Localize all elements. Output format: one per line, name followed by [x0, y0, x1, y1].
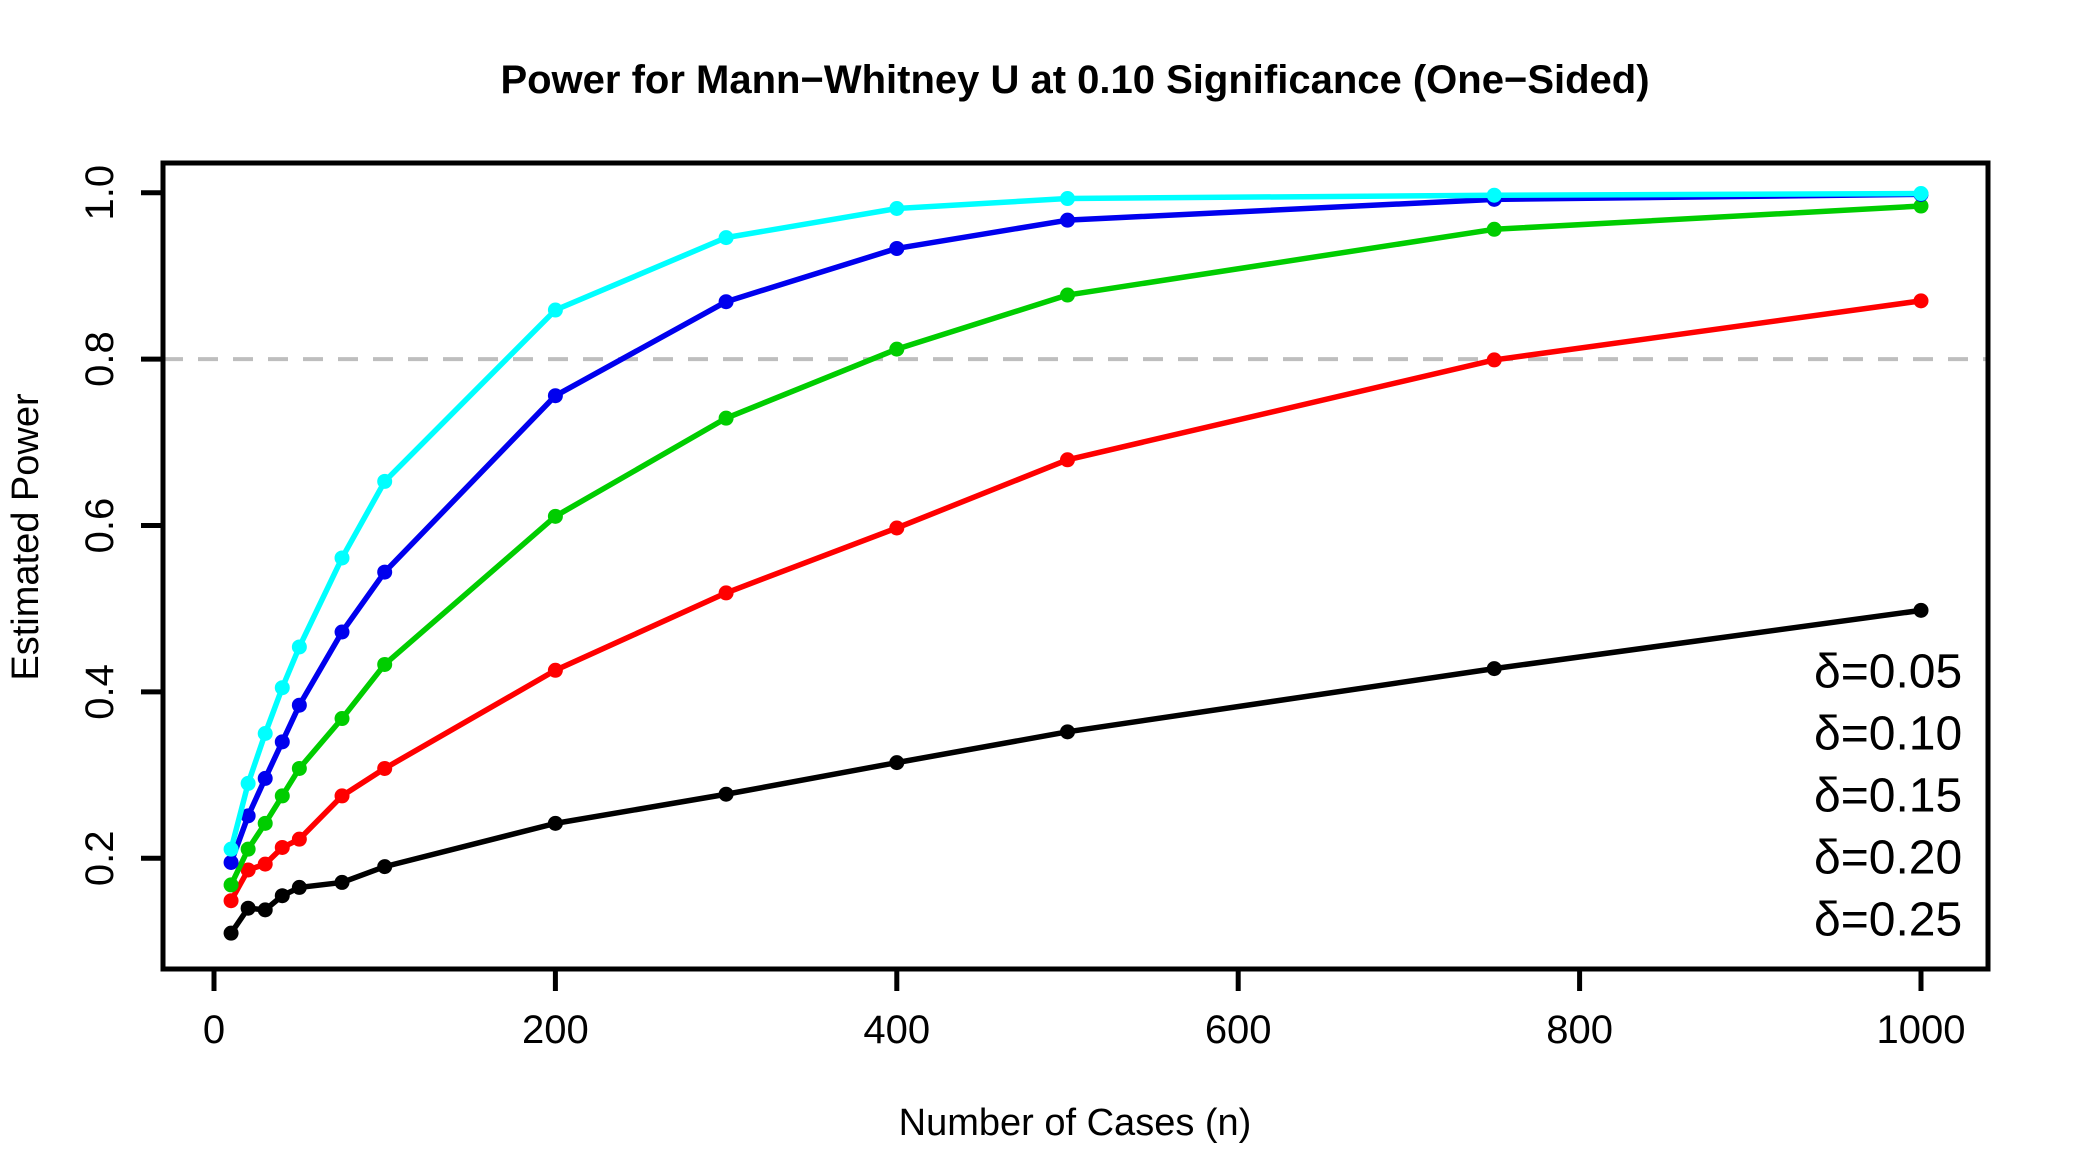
- series-point-δ=0.05-n750: [1486, 661, 1502, 677]
- x-tick-label-0: 0: [203, 1008, 225, 1052]
- series-point-δ=0.15-n300: [718, 410, 734, 426]
- series-point-δ=0.05-n500: [1060, 724, 1075, 740]
- series-point-δ=0.25-n50: [291, 639, 307, 655]
- series-line-δ=0.05: [228, 607, 1924, 936]
- series-point-δ=0.10-n200: [547, 662, 563, 678]
- series-point-δ=0.15-n10: [223, 877, 239, 893]
- y-axis-label: Estimated Power: [5, 393, 47, 681]
- series-point-δ=0.25-n300: [718, 230, 734, 246]
- series-point-δ=0.10-n750: [1486, 352, 1502, 368]
- x-tick-label-600: 600: [1205, 1008, 1272, 1052]
- series-point-δ=0.05-n10: [223, 925, 239, 941]
- series-point-δ=0.05-n400: [889, 755, 905, 771]
- series-point-δ=0.25-n75: [334, 550, 350, 566]
- series-point-δ=0.15-n200: [547, 508, 563, 524]
- series-point-δ=0.05-n1000: [1913, 602, 1929, 618]
- series-point-δ=0.25-n20: [240, 775, 256, 791]
- series-point-δ=0.10-n300: [718, 585, 734, 601]
- legend-entry-δ=0.25: δ=0.25: [1814, 894, 1962, 947]
- series-point-δ=0.25-n400: [889, 201, 905, 217]
- legend-entry-δ=0.05: δ=0.05: [1814, 646, 1962, 699]
- series-point-δ=0.15-n30: [257, 815, 273, 831]
- series-point-δ=0.15-n50: [291, 760, 307, 776]
- x-tick-label-400: 400: [863, 1008, 930, 1052]
- series-point-δ=0.25-n40: [274, 680, 290, 696]
- series-point-δ=0.10-n10: [223, 893, 239, 909]
- series-point-δ=0.15-n750: [1486, 221, 1502, 237]
- series-point-δ=0.20-n75: [334, 624, 350, 640]
- series-point-δ=0.25-n200: [547, 302, 563, 318]
- series-point-δ=0.10-n20: [240, 862, 256, 878]
- legend-entry-δ=0.15: δ=0.15: [1814, 770, 1962, 823]
- series-point-δ=0.05-n100: [377, 859, 393, 875]
- series-point-δ=0.10-n100: [377, 760, 393, 776]
- series-point-δ=0.20-n20: [240, 808, 256, 824]
- series-point-δ=0.05-n200: [547, 815, 563, 831]
- series-point-δ=0.20-n10: [223, 854, 239, 870]
- series-lines: [223, 186, 1929, 941]
- legend-entry-δ=0.10: δ=0.10: [1814, 708, 1962, 761]
- series-point-δ=0.05-n40: [274, 888, 290, 904]
- series-line-δ=0.10: [228, 298, 1924, 904]
- series-point-δ=0.20-n40: [274, 734, 290, 750]
- series-point-δ=0.25-n500: [1060, 191, 1075, 207]
- series-point-δ=0.20-n30: [257, 770, 273, 786]
- series-point-δ=0.10-n40: [274, 839, 290, 855]
- series-point-δ=0.25-n750: [1486, 187, 1502, 203]
- y-tick-label-0.4: 0.4: [78, 664, 122, 720]
- x-tick-label-800: 800: [1546, 1008, 1613, 1052]
- series-point-δ=0.10-n30: [257, 856, 273, 872]
- series-point-δ=0.25-n100: [377, 473, 393, 489]
- x-axis-ticks: 0 200 400 600 800 1000: [203, 969, 1966, 1052]
- series-point-δ=0.10-n500: [1060, 452, 1075, 468]
- series-point-δ=0.20-n400: [889, 240, 905, 256]
- series-point-δ=0.10-n1000: [1913, 293, 1929, 309]
- series-point-δ=0.15-n500: [1060, 287, 1075, 303]
- series-point-δ=0.05-n300: [718, 786, 734, 802]
- series-point-δ=0.05-n20: [240, 900, 256, 916]
- series-point-δ=0.20-n200: [547, 388, 563, 404]
- series-point-δ=0.15-n100: [377, 656, 393, 672]
- y-axis-ticks: 0.2 0.4 0.6 0.8 1.0: [78, 165, 163, 886]
- x-axis-label: Number of Cases (n): [899, 1102, 1252, 1144]
- series-point-δ=0.05-n75: [334, 874, 350, 890]
- series-point-δ=0.25-n1000: [1913, 186, 1929, 202]
- x-tick-label-200: 200: [522, 1008, 589, 1052]
- series-point-δ=0.20-n500: [1060, 212, 1075, 228]
- series-point-δ=0.20-n50: [291, 697, 307, 713]
- chart-title: Power for Mann−Whitney U at 0.10 Signifi…: [500, 58, 1649, 102]
- series-point-δ=0.25-n30: [257, 726, 273, 741]
- series-point-δ=0.10-n400: [889, 520, 905, 536]
- series-point-δ=0.15-n400: [889, 341, 905, 357]
- series-point-δ=0.10-n75: [334, 788, 350, 804]
- series-point-δ=0.15-n40: [274, 788, 290, 804]
- y-tick-label-1: 1.0: [78, 165, 122, 221]
- series-point-δ=0.05-n30: [257, 902, 273, 918]
- series-point-δ=0.10-n50: [291, 831, 307, 847]
- series-point-δ=0.15-n75: [334, 711, 350, 727]
- series-point-δ=0.20-n100: [377, 564, 393, 580]
- plot-box: [160, 160, 1991, 972]
- series-point-δ=0.25-n10: [223, 841, 239, 857]
- y-tick-label-0.2: 0.2: [78, 830, 122, 886]
- x-tick-label-1000: 1000: [1877, 1008, 1966, 1052]
- series-point-δ=0.15-n20: [240, 841, 256, 857]
- series-line-δ=0.15: [228, 203, 1924, 888]
- y-tick-label-0.8: 0.8: [78, 331, 122, 387]
- y-tick-label-0.6: 0.6: [78, 498, 122, 554]
- legend: δ=0.05 δ=0.10 δ=0.15 δ=0.20 δ=0.25: [1814, 646, 1962, 947]
- series-point-δ=0.20-n300: [718, 294, 734, 310]
- legend-entry-δ=0.20: δ=0.20: [1814, 832, 1962, 885]
- series-point-δ=0.05-n50: [291, 879, 307, 895]
- series-point-δ=0.15-n1000: [1913, 198, 1929, 214]
